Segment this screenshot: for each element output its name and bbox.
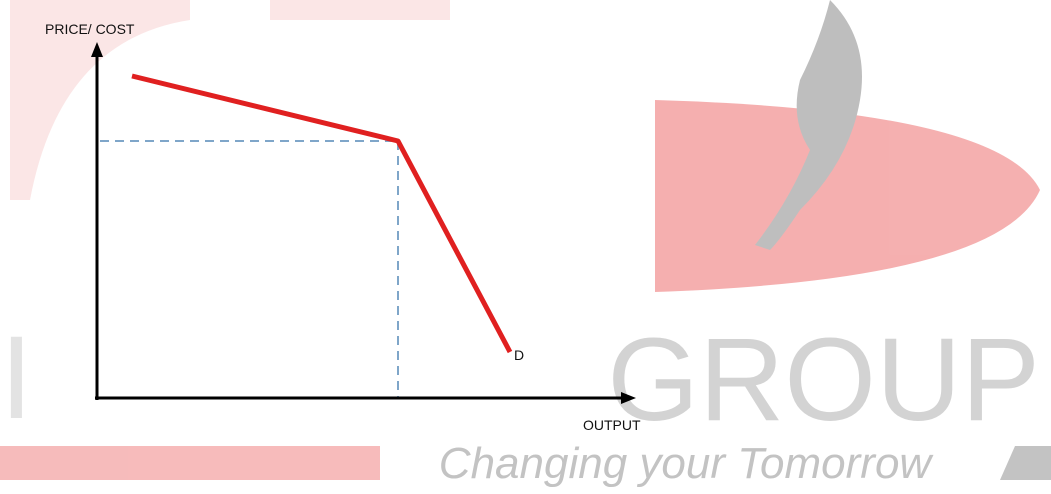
watermark-bar [0,446,380,480]
x-axis-label: OUTPUT [583,417,641,433]
y-axis-label: PRICE/ COST [45,21,135,37]
watermark-shape [10,0,190,200]
watermark-shape [270,0,450,20]
y-axis-arrow [91,42,103,57]
watermark-tagline: Changing your Tomorrow [439,439,935,488]
demand-curve [131,73,513,354]
x-axis-arrow [621,392,636,404]
curve-label: D [514,347,524,363]
watermark-name: GROUP [607,314,1040,446]
watermark-figure [755,0,862,250]
watermark-bar [1000,446,1051,480]
watermark-swoosh [655,100,1040,292]
watermark-fragment: I [0,312,33,444]
